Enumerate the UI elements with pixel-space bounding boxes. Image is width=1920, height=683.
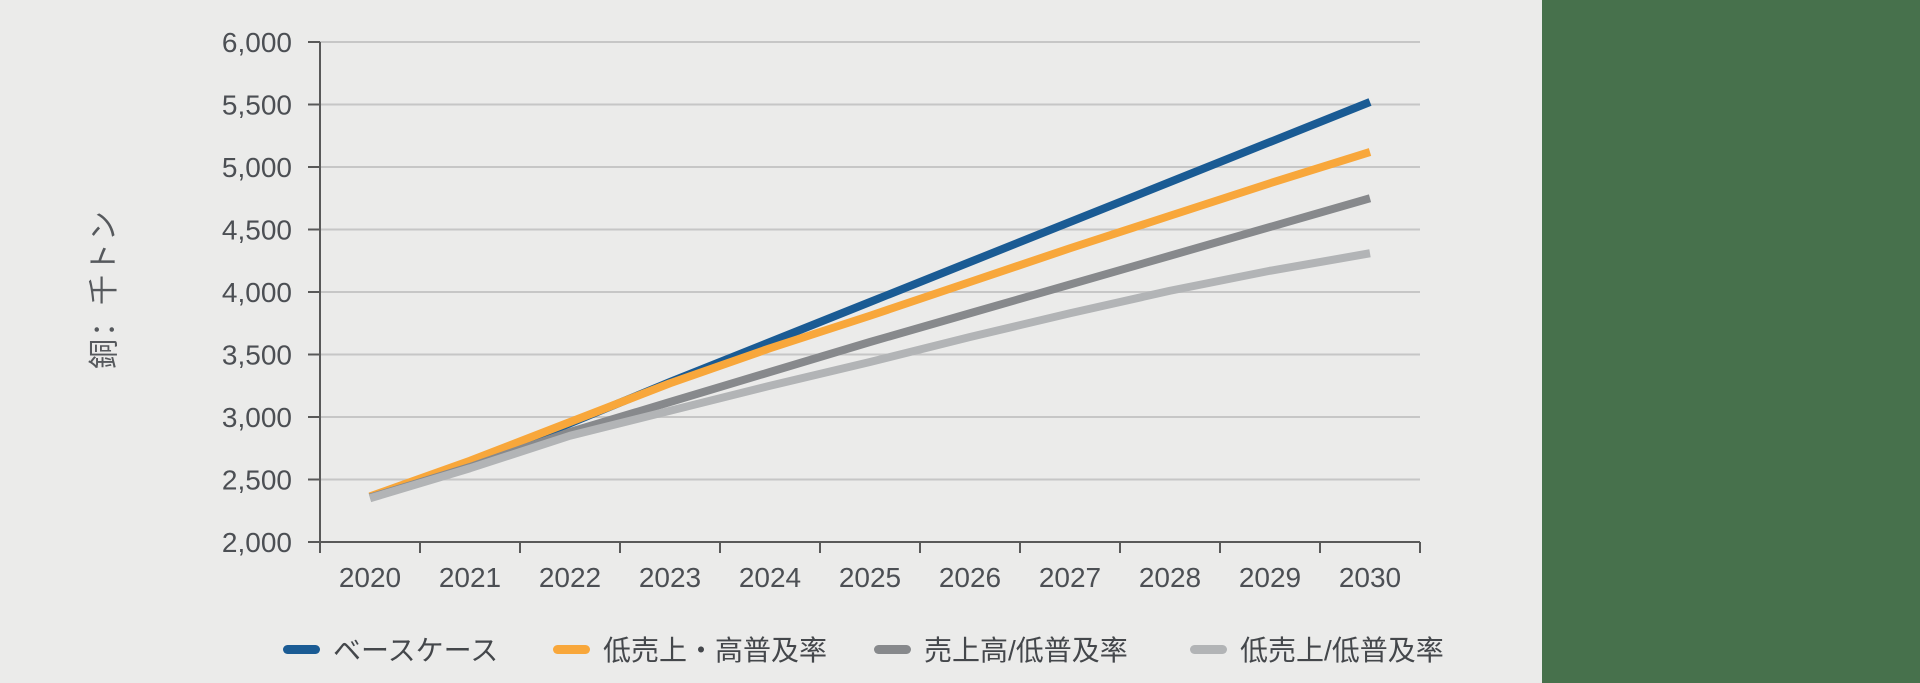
- x-tick-label: 2024: [739, 562, 801, 593]
- y-tick-label: 6,000: [222, 27, 292, 58]
- x-tick-label: 2030: [1339, 562, 1401, 593]
- legend-item-3: 低売上/低普及率: [1190, 633, 1444, 666]
- legend-swatch-0: [283, 644, 320, 654]
- legend-swatch-2: [874, 644, 911, 654]
- y-tick-label: 5,000: [222, 152, 292, 183]
- line-chart: 2,000 2,500 3,000 3,500 4,000 4,500 5,000 5,500…: [222, 27, 1421, 593]
- legend-label-3: 低売上/低普及率: [1240, 635, 1444, 666]
- x-tick-label: 2029: [1239, 562, 1301, 593]
- y-tick-label: 2,000: [222, 527, 292, 558]
- x-tick-label: 2027: [1039, 562, 1101, 593]
- legend-label-0: ベースケース: [333, 635, 499, 666]
- legend-item-2: 売上高/低普及率: [874, 633, 1128, 666]
- series-line-3: [368, 249, 1371, 503]
- side-panel: [1542, 0, 1920, 683]
- series-line-1: [368, 148, 1372, 501]
- y-tick-label: 4,500: [222, 215, 292, 246]
- legend-swatch-3: [1190, 644, 1227, 654]
- x-tick-label: 2025: [839, 562, 901, 593]
- x-tick-label: 2026: [939, 562, 1001, 593]
- x-tick-label: 2020: [339, 562, 401, 593]
- y-tick-label: 4,000: [222, 277, 292, 308]
- legend-label-2: 売上高/低普及率: [924, 635, 1128, 666]
- y-tick-label: 5,500: [222, 90, 292, 121]
- legend-swatch-1: [553, 644, 590, 654]
- x-tick-label: 2028: [1139, 562, 1201, 593]
- legend-item-1: 低売上・高普及率: [553, 633, 827, 666]
- x-tick-label: 2022: [539, 562, 601, 593]
- legend-label-1: 低売上・高普及率: [603, 635, 828, 666]
- chart-legend: ベースケース 低売上・高普及率 売上高/低普及率 低売上/低普及率: [0, 633, 1542, 666]
- x-tick-label: 2023: [639, 562, 701, 593]
- y-tick-label: 2,500: [222, 465, 292, 496]
- x-tick-label: 2021: [439, 562, 501, 593]
- legend-item-0: ベースケース: [283, 633, 498, 666]
- y-tick-label: 3,000: [222, 402, 292, 433]
- y-axis-title: 銅：千トン: [88, 209, 121, 369]
- y-tick-label: 3,500: [222, 340, 292, 371]
